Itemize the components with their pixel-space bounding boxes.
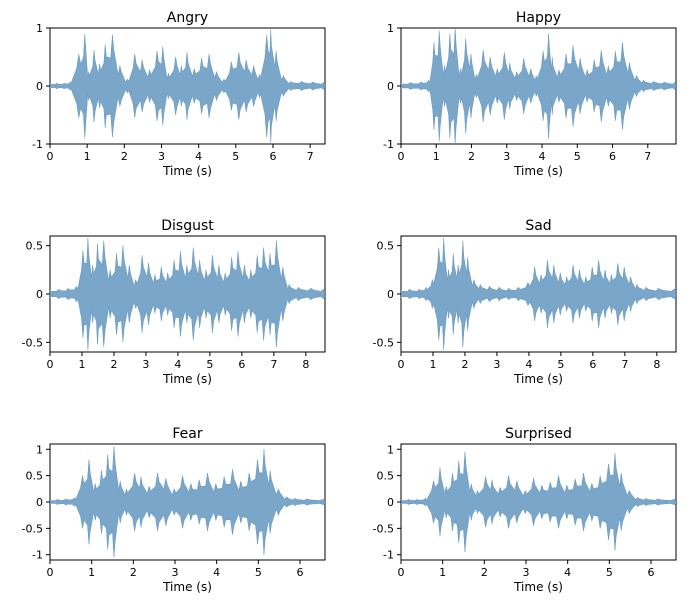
svg-text:-1: -1 [383, 549, 394, 562]
svg-text:2: 2 [461, 358, 468, 371]
svg-text:2: 2 [110, 358, 117, 371]
x-axis-label: Time (s) [162, 372, 212, 386]
svg-text:1: 1 [88, 566, 95, 579]
svg-text:-0.5: -0.5 [22, 522, 43, 535]
svg-text:5: 5 [557, 358, 564, 371]
svg-text:6: 6 [238, 358, 245, 371]
x-axis-label: Time (s) [513, 580, 563, 594]
svg-text:6: 6 [297, 566, 304, 579]
svg-text:0.5: 0.5 [26, 470, 44, 483]
svg-text:1: 1 [36, 22, 43, 35]
svg-text:1: 1 [439, 566, 446, 579]
svg-text:0: 0 [398, 358, 405, 371]
svg-text:-0.5: -0.5 [22, 336, 43, 349]
waveform-panel: Angry 0 1 2 3 4 5 6 7 -1 0 1 Time (s) [8, 8, 337, 186]
svg-text:6: 6 [609, 150, 616, 163]
svg-text:4: 4 [525, 358, 532, 371]
x-axis-label: Time (s) [513, 372, 563, 386]
panel-title: Angry [167, 10, 208, 26]
svg-text:5: 5 [255, 566, 262, 579]
svg-text:1: 1 [84, 150, 91, 163]
svg-text:6: 6 [269, 150, 276, 163]
panel-title: Sad [525, 218, 551, 234]
svg-text:1: 1 [433, 150, 440, 163]
svg-text:7: 7 [621, 358, 628, 371]
svg-text:8: 8 [302, 358, 309, 371]
svg-text:5: 5 [232, 150, 239, 163]
svg-text:0.5: 0.5 [26, 240, 44, 253]
svg-text:1: 1 [78, 358, 85, 371]
waveform-panel: Disgust 0 1 2 3 4 5 6 7 8 -0.5 0 0.5 Time (s) [8, 216, 337, 394]
svg-text:0: 0 [47, 358, 54, 371]
svg-text:3: 3 [493, 358, 500, 371]
svg-text:4: 4 [195, 150, 202, 163]
svg-text:3: 3 [172, 566, 179, 579]
svg-text:5: 5 [606, 566, 613, 579]
svg-text:0: 0 [387, 288, 394, 301]
x-axis-label: Time (s) [162, 580, 212, 594]
panel-title: Happy [516, 10, 561, 26]
svg-text:-0.5: -0.5 [373, 522, 394, 535]
svg-text:1: 1 [36, 443, 43, 456]
svg-text:1: 1 [429, 358, 436, 371]
svg-text:-0.5: -0.5 [373, 336, 394, 349]
panel-title: Fear [172, 426, 202, 442]
svg-text:3: 3 [158, 150, 165, 163]
waveform-panel: Surprised 0 1 2 3 4 5 6 -1 -0.5 0 0.5 1 Time (s) [359, 424, 688, 602]
svg-text:6: 6 [589, 358, 596, 371]
svg-text:0.5: 0.5 [377, 240, 395, 253]
svg-text:4: 4 [539, 150, 546, 163]
waveform-panel: Happy 0 1 2 3 4 5 6 7 -1 0 1 Time (s) [359, 8, 688, 186]
svg-text:2: 2 [121, 150, 128, 163]
svg-text:7: 7 [270, 358, 277, 371]
waveform-panel: Sad 0 1 2 3 4 5 6 7 8 -0.5 0 0.5 Time (s) [359, 216, 688, 394]
svg-text:-1: -1 [383, 138, 394, 151]
svg-text:3: 3 [523, 566, 530, 579]
x-axis-label: Time (s) [513, 164, 563, 178]
svg-text:5: 5 [574, 150, 581, 163]
svg-text:2: 2 [468, 150, 475, 163]
svg-text:6: 6 [648, 566, 655, 579]
svg-text:0: 0 [36, 496, 43, 509]
svg-text:4: 4 [213, 566, 220, 579]
svg-text:0: 0 [36, 80, 43, 93]
svg-text:3: 3 [503, 150, 510, 163]
svg-text:0: 0 [398, 150, 405, 163]
svg-text:3: 3 [142, 358, 149, 371]
svg-text:-1: -1 [32, 549, 43, 562]
svg-text:8: 8 [653, 358, 660, 371]
svg-text:4: 4 [564, 566, 571, 579]
svg-text:5: 5 [206, 358, 213, 371]
svg-text:0: 0 [387, 80, 394, 93]
x-axis-label: Time (s) [162, 164, 212, 178]
svg-text:0: 0 [47, 566, 54, 579]
panel-title: Surprised [505, 426, 572, 442]
svg-text:-1: -1 [32, 138, 43, 151]
svg-text:0: 0 [36, 288, 43, 301]
waveform-panel: Fear 0 1 2 3 4 5 6 -1 -0.5 0 0.5 1 Time (s) [8, 424, 337, 602]
panel-title: Disgust [161, 218, 214, 234]
svg-text:1: 1 [387, 22, 394, 35]
svg-text:7: 7 [644, 150, 651, 163]
svg-text:4: 4 [174, 358, 181, 371]
svg-text:0.5: 0.5 [377, 470, 395, 483]
svg-text:0: 0 [47, 150, 54, 163]
svg-text:1: 1 [387, 443, 394, 456]
svg-text:0: 0 [387, 496, 394, 509]
svg-text:7: 7 [307, 150, 314, 163]
svg-text:0: 0 [398, 566, 405, 579]
svg-text:2: 2 [481, 566, 488, 579]
svg-text:2: 2 [130, 566, 137, 579]
